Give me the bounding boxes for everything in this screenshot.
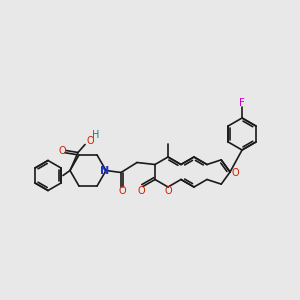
Text: O: O <box>164 186 172 196</box>
Text: N: N <box>100 166 109 176</box>
Text: O: O <box>137 185 145 196</box>
Text: O: O <box>231 168 239 178</box>
Text: O: O <box>86 136 94 146</box>
Text: H: H <box>92 130 100 140</box>
Text: O: O <box>118 185 126 196</box>
Text: O: O <box>58 146 66 157</box>
Text: F: F <box>239 98 245 108</box>
